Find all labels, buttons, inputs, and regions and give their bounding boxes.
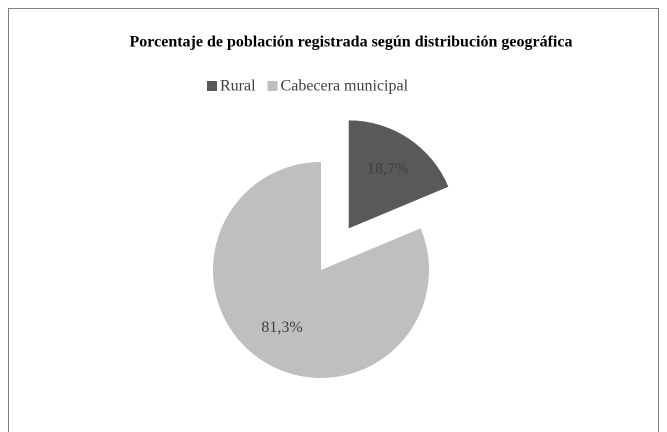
pie-slice [348,120,449,229]
legend-label: Cabecera municipal [281,78,409,95]
data-label: 81,3% [261,319,302,336]
legend-swatch [207,81,217,91]
data-label: 18,7% [367,161,408,178]
legend-swatch [267,81,278,91]
legend-label: Rural [220,78,256,95]
chart-title: Porcentaje de población registrada según… [130,34,573,51]
pie-slice [212,162,429,378]
